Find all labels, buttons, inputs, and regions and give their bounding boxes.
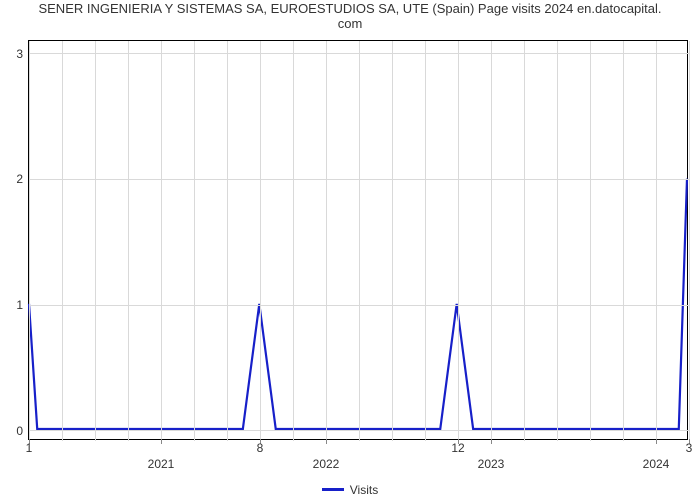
grid-line-vertical (62, 41, 63, 441)
grid-line-vertical (425, 41, 426, 441)
x-value-label: 8 (257, 439, 264, 455)
grid-line-vertical (29, 41, 30, 441)
grid-line-vertical (359, 41, 360, 441)
grid-line-vertical (227, 41, 228, 441)
grid-line-vertical (392, 41, 393, 441)
grid-line-vertical (557, 41, 558, 441)
grid-line-vertical (161, 41, 162, 441)
x-year-label: 2024 (643, 439, 670, 471)
legend: Visits (0, 480, 700, 497)
grid-line-vertical (458, 41, 459, 441)
y-tick-label: 3 (16, 47, 29, 61)
x-value-label: 1 (26, 439, 33, 455)
x-year-label: 2022 (313, 439, 340, 471)
chart-container: SENER INGENIERIA Y SISTEMAS SA, EUROESTU… (0, 0, 700, 500)
legend-label: Visits (350, 483, 378, 497)
chart-title-line1: SENER INGENIERIA Y SISTEMAS SA, EUROESTU… (38, 1, 661, 16)
chart-title-line2: com (338, 16, 363, 31)
grid-line-vertical (194, 41, 195, 441)
grid-line-vertical (293, 41, 294, 441)
grid-line-vertical (656, 41, 657, 441)
y-tick-label: 1 (16, 298, 29, 312)
legend-item-visits: Visits (322, 483, 378, 497)
grid-line-vertical (491, 41, 492, 441)
grid-line-vertical (326, 41, 327, 441)
y-tick-label: 0 (16, 424, 29, 438)
chart-title: SENER INGENIERIA Y SISTEMAS SA, EUROESTU… (0, 2, 700, 32)
y-tick-label: 2 (16, 172, 29, 186)
grid-line-vertical (524, 41, 525, 441)
x-value-label: 12 (451, 439, 464, 455)
grid-line-vertical (95, 41, 96, 441)
legend-swatch (322, 488, 344, 491)
grid-line-vertical (689, 41, 690, 441)
grid-line-vertical (623, 41, 624, 441)
x-year-label: 2021 (148, 439, 175, 471)
plot-area: 0123181232021202220232024 (28, 40, 688, 440)
grid-line-vertical (260, 41, 261, 441)
grid-line-vertical (590, 41, 591, 441)
grid-line-vertical (128, 41, 129, 441)
x-value-label: 3 (686, 439, 693, 455)
x-year-label: 2023 (478, 439, 505, 471)
